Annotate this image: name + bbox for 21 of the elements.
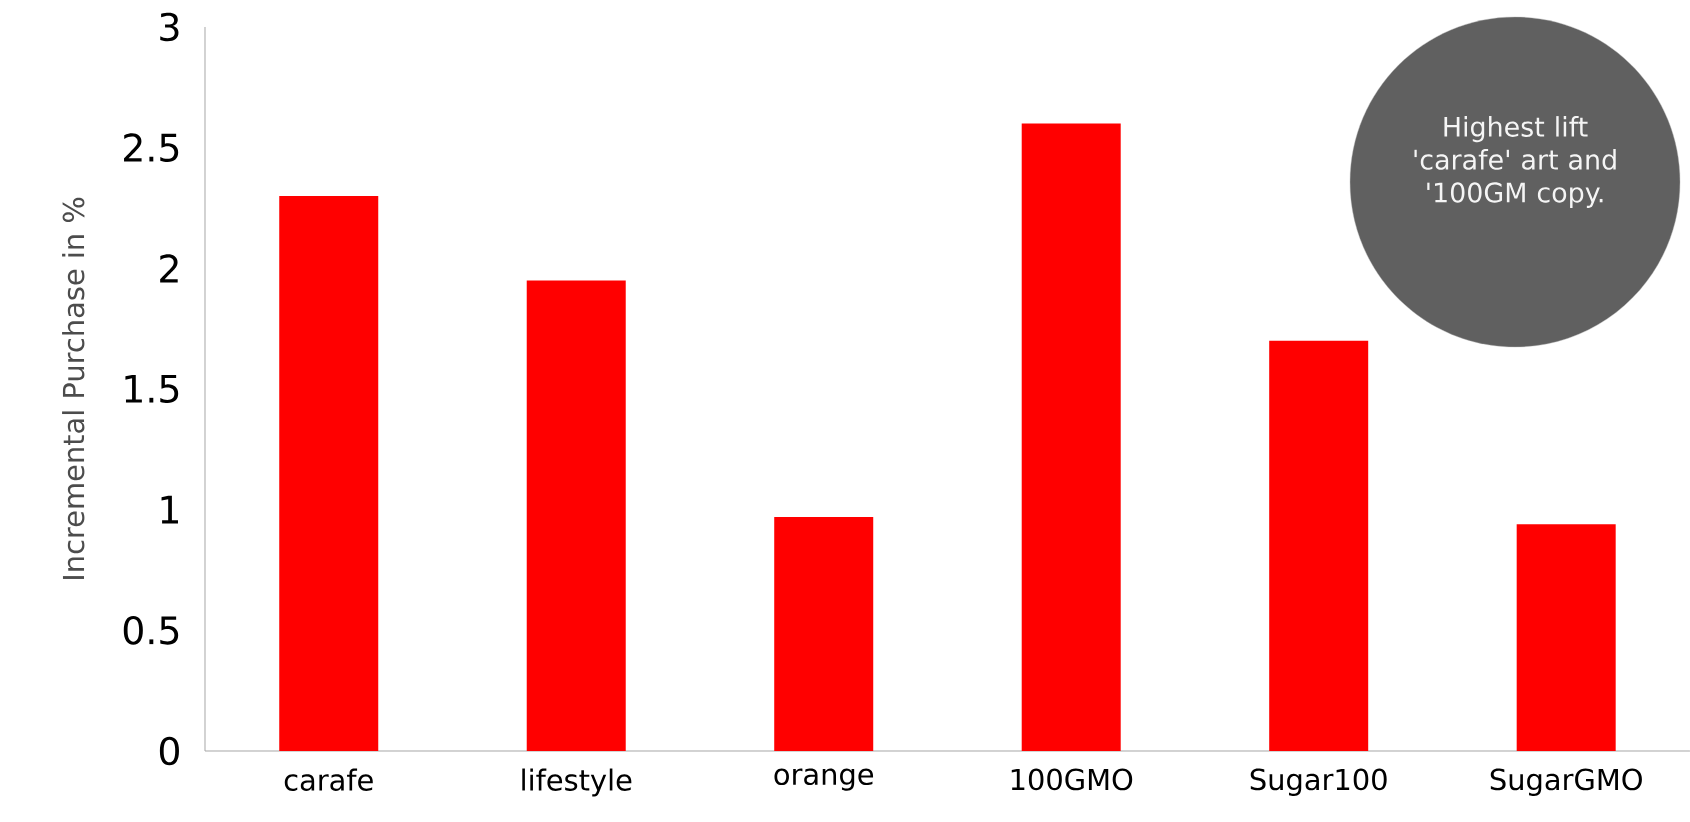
y-tick-label: 0 [159, 736, 179, 766]
bar [1269, 340, 1369, 751]
bar [1516, 524, 1616, 751]
x-tick-label: SugarGMO [1490, 768, 1642, 796]
bar [526, 280, 626, 751]
y-tick-label: 2.5 [124, 133, 179, 162]
y-tick-label: 0.5 [123, 616, 179, 645]
x-tick-label: carafe [284, 768, 373, 791]
y-tick-label: 3 [160, 12, 179, 42]
y-tick-label: 2 [160, 254, 178, 283]
x-tick-label: 100GMO [1011, 768, 1133, 791]
x-tick-label: orange [774, 768, 874, 791]
y-tick-label: 1.5 [125, 374, 179, 404]
y-axis-title: Incremental Purchase in % [62, 197, 85, 579]
bar [774, 516, 874, 751]
bar [279, 195, 379, 751]
y-tick-label: 1 [161, 495, 178, 524]
annotation: Highest lift 'carafe' art and '100GM copy. [1414, 116, 1616, 208]
x-tick-label: Sugar100 [1250, 768, 1387, 796]
x-tick-label: lifestyle [522, 768, 632, 797]
bar [1021, 123, 1121, 751]
